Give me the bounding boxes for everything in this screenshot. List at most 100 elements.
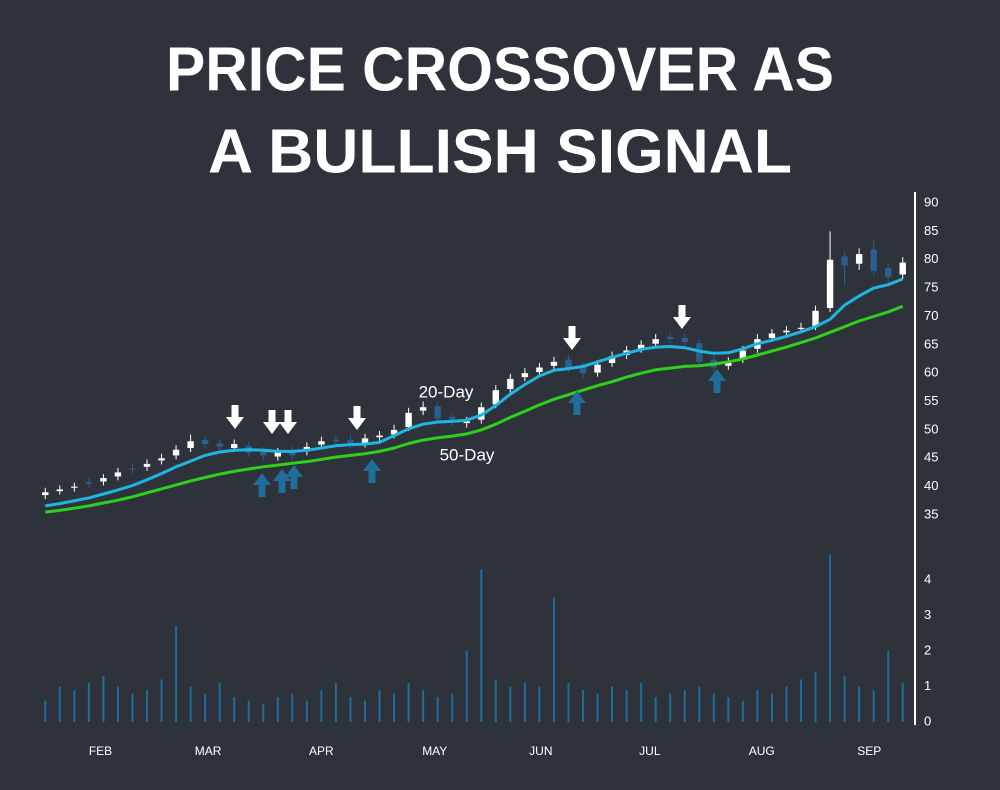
candle-body [201, 440, 209, 445]
volume-bar [204, 693, 207, 722]
candle-body [42, 492, 49, 496]
volume-bar [451, 693, 454, 722]
candle-body [783, 330, 790, 333]
volume-bar [829, 555, 832, 722]
volume-bar [436, 697, 439, 722]
candle-body [899, 262, 906, 275]
volume-bar [640, 682, 643, 722]
volume-bar [102, 675, 105, 722]
volume-bar [422, 690, 425, 722]
candle-body [361, 438, 369, 444]
candle-body [274, 452, 281, 457]
candle-body [260, 451, 267, 456]
candle-body [725, 361, 732, 366]
volume-bar [218, 682, 221, 722]
candle-body [870, 249, 877, 272]
volume-bar [625, 690, 628, 722]
candle-body [550, 361, 558, 366]
volume-bar [378, 690, 381, 722]
volume-bar [756, 690, 759, 722]
candle-body [579, 366, 587, 374]
x-tick-label: JUL [639, 744, 661, 758]
x-tick-label: JUN [529, 744, 552, 758]
volume-bar [233, 697, 236, 722]
volume-bar [465, 651, 468, 722]
candle-body [855, 254, 863, 264]
volume-bar [741, 700, 744, 722]
volume-bar [596, 693, 599, 722]
candle-body [143, 463, 151, 467]
volume-bar [552, 597, 555, 722]
candle-body [536, 367, 543, 373]
volume-bar [131, 693, 134, 722]
y2-tick-label: 4 [924, 571, 931, 586]
candle-body [100, 478, 107, 482]
volume-bar [654, 697, 657, 722]
y-tick-label: 85 [924, 223, 938, 238]
x-tick-label: FEB [89, 744, 112, 758]
moving-average-line [45, 277, 904, 508]
volume-bar [567, 682, 570, 722]
volume-bar [349, 697, 352, 722]
volume-bar [683, 690, 686, 722]
candle-body [449, 416, 456, 422]
x-tick-label: AUG [749, 744, 775, 758]
candle-body [419, 407, 427, 411]
candle-body [187, 441, 194, 449]
volume-bar [291, 693, 294, 722]
candle-body [56, 489, 63, 492]
y-tick-label: 70 [924, 308, 938, 323]
volume-bar [901, 682, 904, 722]
candle-body [129, 468, 136, 470]
y-tick-label: 40 [924, 478, 938, 493]
y2-tick-label: 3 [924, 607, 931, 622]
volume-bar [523, 682, 526, 722]
y-tick-label: 65 [924, 336, 938, 351]
y-tick-label: 35 [924, 506, 938, 521]
volume-bar [582, 690, 584, 722]
candle-body [507, 378, 514, 390]
y2-tick-label: 2 [924, 642, 931, 657]
candle-body [652, 339, 659, 344]
candle-body [376, 435, 383, 438]
candle-body [231, 444, 238, 449]
candle-body [158, 458, 165, 461]
volume-bar [44, 700, 47, 722]
volume-bar [800, 679, 802, 722]
x-tick-label: MAR [195, 744, 222, 758]
volume-bar [116, 686, 119, 722]
volume-bar [770, 693, 773, 722]
volume-bar [58, 686, 61, 722]
volume-bar [393, 693, 396, 722]
y-tick-label: 50 [924, 421, 938, 436]
candle-body [114, 472, 122, 477]
volume-bar [262, 704, 265, 722]
volume-bar [843, 675, 846, 722]
y2-tick-label: 1 [924, 678, 931, 693]
candle-body [826, 259, 834, 308]
candle-body [608, 356, 616, 363]
candle-body [885, 267, 892, 277]
volume-bar [160, 679, 163, 722]
volume-bar [611, 686, 614, 722]
chart-title: PRICE CROSSOVER AS [166, 35, 834, 104]
candle-body [637, 344, 645, 349]
volume-bar [669, 693, 672, 722]
volume-bar [189, 686, 192, 722]
volume-bar [146, 690, 148, 722]
x-tick-label: SEP [857, 744, 881, 758]
candle-body [85, 482, 93, 484]
x-tick-label: MAY [422, 744, 447, 758]
y-tick-label: 55 [924, 393, 938, 408]
plot: 35 40 45 50 55 60 65 70 75 80 85 90 0 1 2 3 4 FEB MAR APR MA… [42, 194, 938, 758]
candle-body [681, 338, 688, 342]
y-tick-label: 75 [924, 280, 938, 295]
candle-body [521, 373, 529, 378]
x-tick-label: APR [309, 744, 334, 758]
volume-bar [320, 690, 323, 722]
series-label: 50-Day [440, 445, 495, 464]
y-tick-label: 60 [924, 365, 938, 380]
volume-bar [73, 690, 76, 722]
